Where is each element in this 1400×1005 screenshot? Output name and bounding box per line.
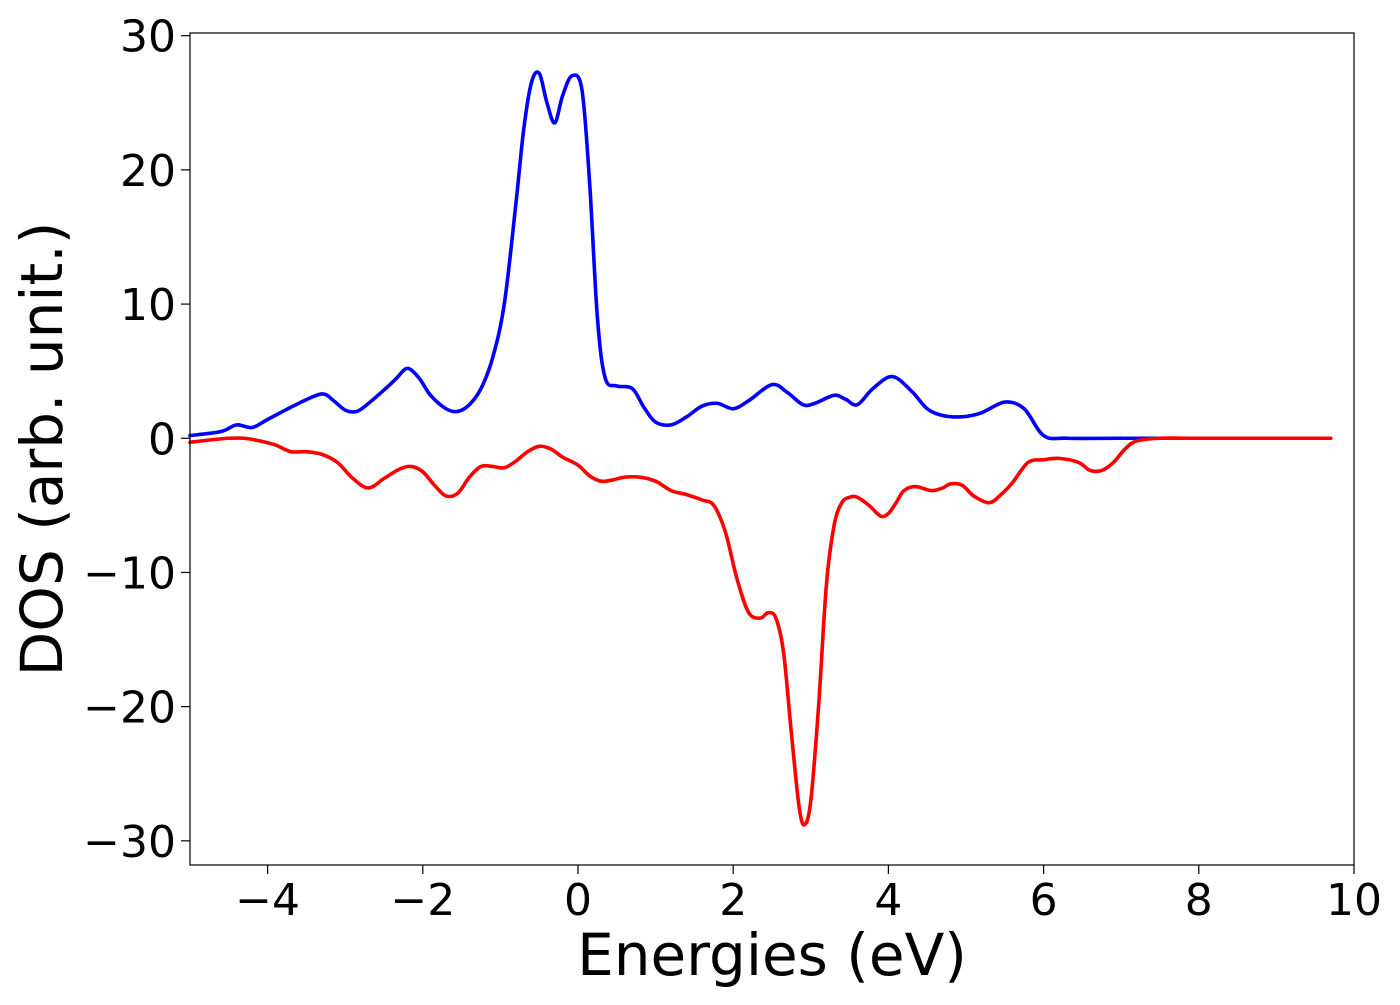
y-tick-label: −20 — [83, 683, 176, 734]
x-tick-label: 2 — [719, 875, 747, 926]
y-axis-ticks: −30 −20 −10 0 10 20 30 — [83, 12, 190, 868]
y-tick-label: 0 — [148, 414, 176, 465]
dos-series-line-1 — [188, 70, 1333, 441]
y-tick-label: −30 — [83, 817, 176, 868]
x-tick-label: 0 — [564, 875, 592, 926]
plot-frame — [189, 32, 1355, 866]
y-tick-label: −10 — [83, 548, 176, 599]
y-tick-label: 30 — [120, 12, 176, 63]
series-layer — [188, 70, 1333, 827]
x-axis-ticks: −4 −2 0 2 4 6 8 10 — [235, 865, 1382, 926]
x-axis-label: Energies (eV) — [577, 921, 967, 989]
x-tick-label: 6 — [1030, 875, 1058, 926]
x-tick-label: 10 — [1326, 875, 1382, 926]
y-tick-label: 20 — [120, 146, 176, 197]
y-tick-label: 10 — [120, 280, 176, 331]
x-tick-label: 8 — [1185, 875, 1213, 926]
x-tick-label: −2 — [390, 875, 455, 926]
y-axis-label: DOS (arb. unit.) — [8, 222, 76, 677]
x-tick-label: −4 — [235, 875, 300, 926]
x-tick-label: 4 — [874, 875, 902, 926]
dos-series-line-2 — [188, 436, 1333, 827]
